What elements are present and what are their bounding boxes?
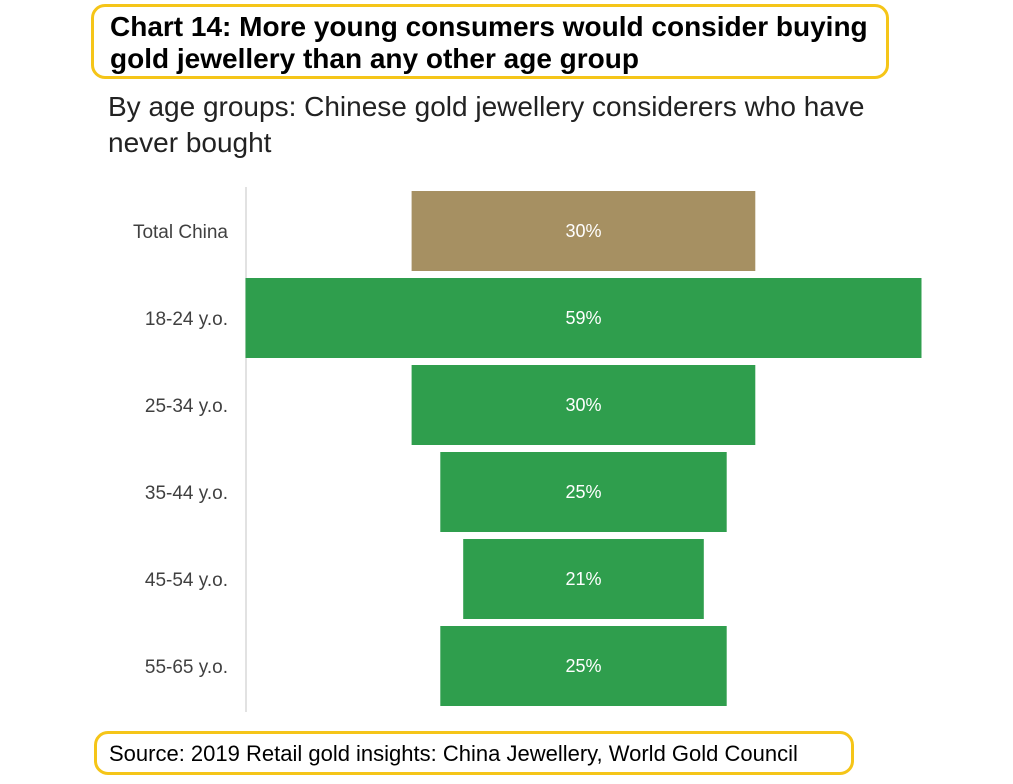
bar-35-44-y-o bbox=[440, 452, 727, 532]
category-label-total-china: Total China bbox=[133, 222, 228, 243]
value-label-18-24-y-o: 59% bbox=[565, 308, 601, 328]
source-note: Source: 2019 Retail gold insights: China… bbox=[109, 741, 798, 766]
value-label-45-54-y-o: 21% bbox=[565, 569, 601, 589]
value-label-55-65-y-o: 25% bbox=[565, 656, 601, 676]
value-label-25-34-y-o: 30% bbox=[565, 395, 601, 415]
bar-55-65-y-o bbox=[440, 626, 727, 706]
chart-title: Chart 14: More young consumers would con… bbox=[110, 11, 868, 74]
category-label-55-65-y-o: 55-65 y.o. bbox=[145, 657, 228, 678]
chart-subtitle: By age groups: Chinese gold jewellery co… bbox=[108, 91, 865, 158]
category-label-35-44-y-o: 35-44 y.o. bbox=[145, 483, 228, 504]
bar-18-24-y-o bbox=[245, 278, 922, 358]
bar-total-china bbox=[411, 191, 756, 271]
value-label-total-china: 30% bbox=[565, 221, 601, 241]
category-label-18-24-y-o: 18-24 y.o. bbox=[145, 309, 228, 330]
value-label-35-44-y-o: 25% bbox=[565, 482, 601, 502]
source-box: Source: 2019 Retail gold insights: China… bbox=[94, 731, 854, 775]
category-label-25-34-y-o: 25-34 y.o. bbox=[145, 396, 228, 417]
category-label-45-54-y-o: 45-54 y.o. bbox=[145, 570, 228, 591]
bar-25-34-y-o bbox=[411, 365, 756, 445]
chart-title-box: Chart 14: More young consumers would con… bbox=[91, 4, 889, 79]
bar-45-54-y-o bbox=[463, 539, 704, 619]
